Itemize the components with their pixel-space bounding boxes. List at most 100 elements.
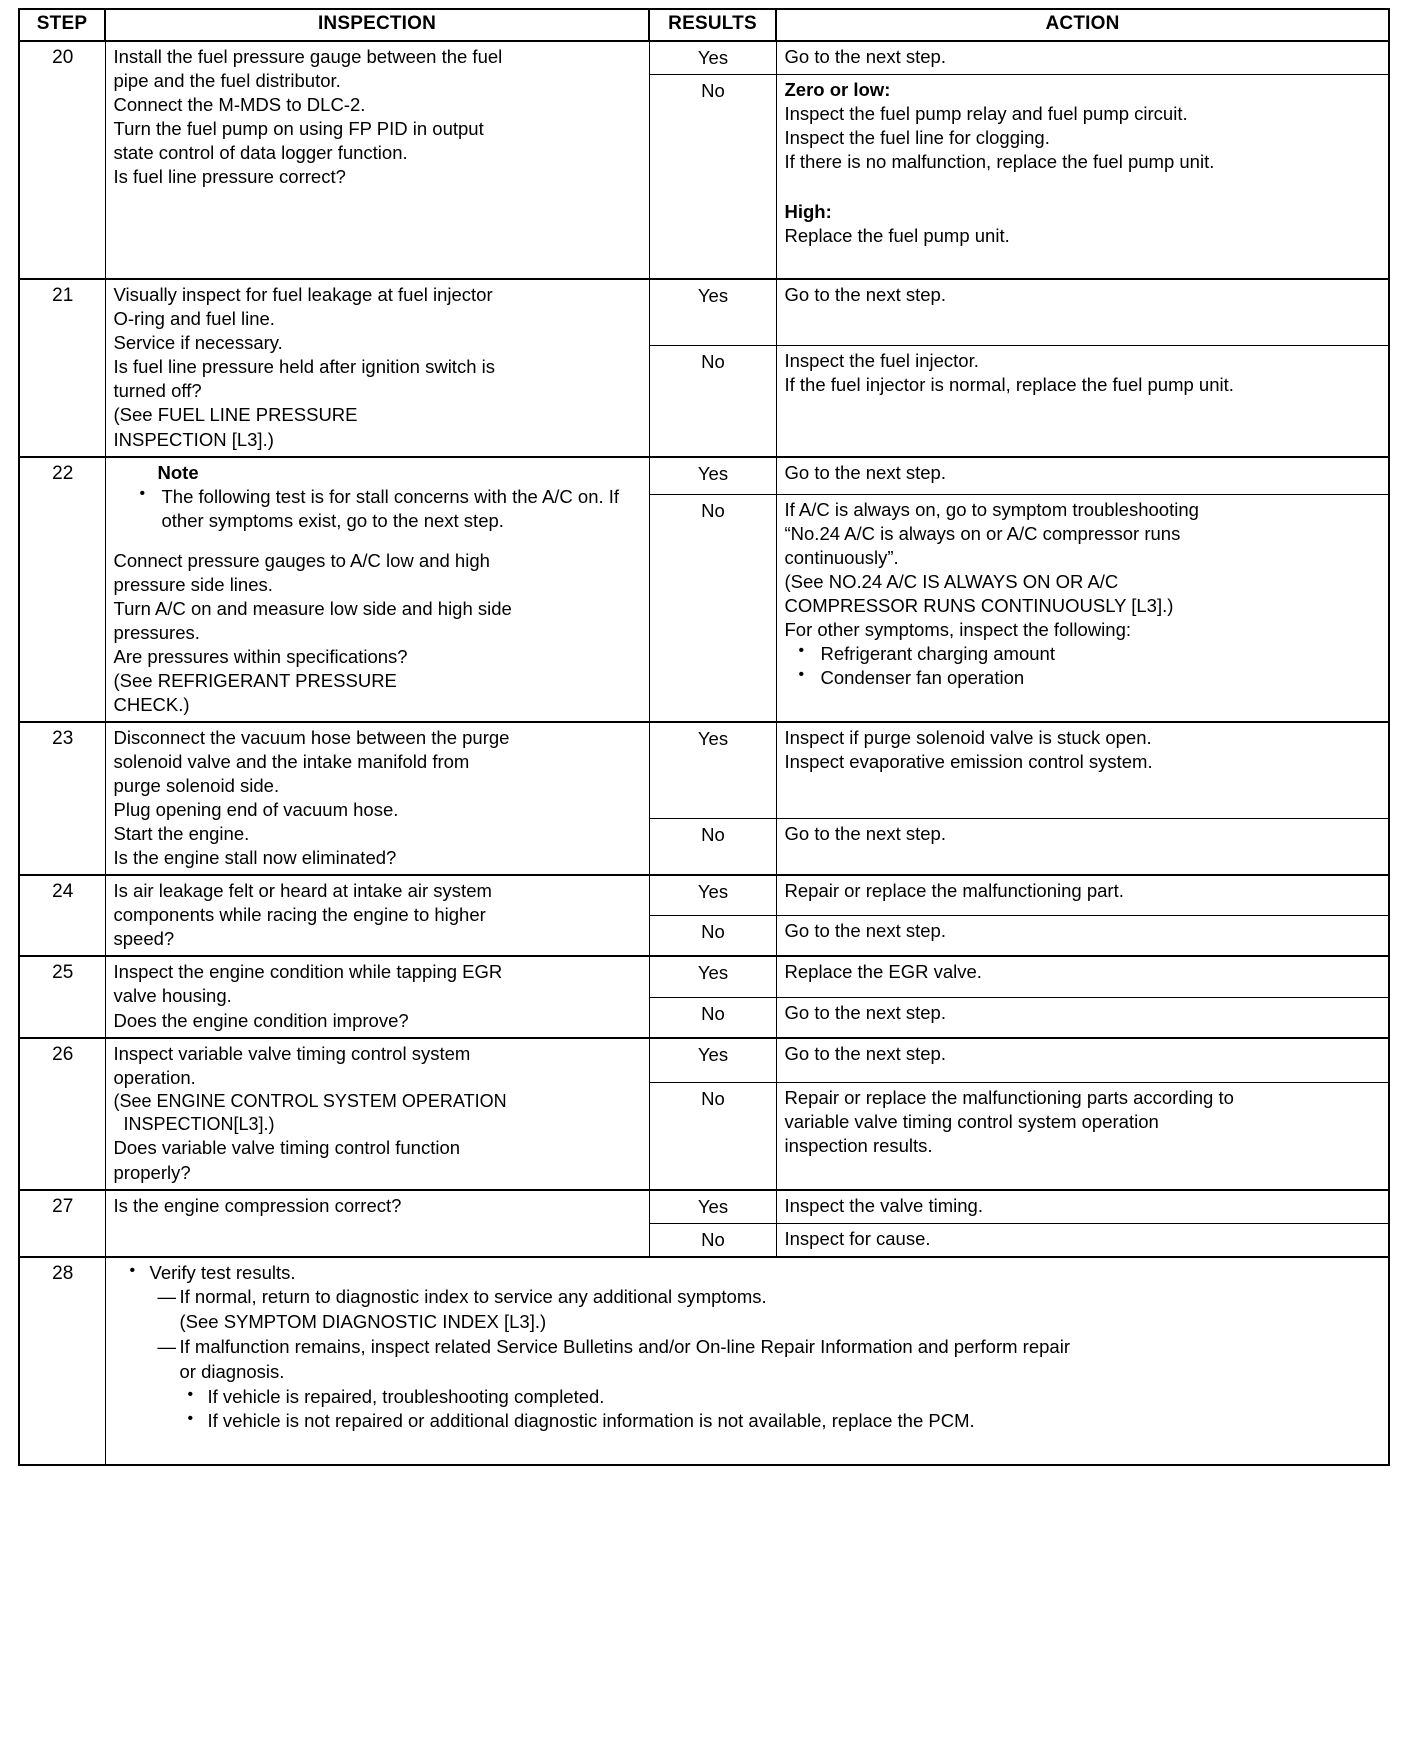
result-no-27: No: [648, 1222, 777, 1258]
action-line: Go to the next step.: [784, 45, 946, 67]
inspection-line: pressures.: [113, 621, 200, 643]
inspection-line: Are pressures within specifications?: [113, 645, 408, 667]
result-no-22: No: [648, 494, 777, 724]
table-body: 20 Install the fuel pressure gauge betwe…: [18, 39, 1390, 1467]
action-bullet-list: Refrigerant charging amount Condenser fa…: [785, 641, 1383, 690]
inspection-line: Connect the M-MDS to DLC-2.: [113, 93, 366, 115]
inspection-reference-line: INSPECTION[L3].): [113, 1114, 275, 1135]
inspection-line: Is air leakage felt or heard at intake a…: [113, 880, 492, 902]
table-row: 21 Visually inspect for fuel leakage at …: [18, 278, 1390, 458]
action-line: variable valve timing control system ope…: [784, 1110, 1159, 1132]
action-line: Inspect for cause.: [784, 1227, 931, 1249]
inspection-line: state control of data logger function.: [113, 142, 408, 164]
table-row: No If A/C is always on, go to symptom tr…: [19, 494, 1390, 724]
inspection-line: Does variable valve timing control funct…: [113, 1137, 461, 1159]
inspection-line: O-ring and fuel line.: [113, 308, 275, 330]
table-row: 25 Inspect the engine condition while ta…: [18, 955, 1390, 1039]
table-row: No Zero or low: Inspect the fuel pump re…: [19, 73, 1390, 281]
inspection-line: valve housing.: [113, 985, 232, 1007]
inspection-cell-26: Inspect variable valve timing control sy…: [104, 1036, 650, 1191]
action-yes-23: Inspect if purge solenoid valve is stuck…: [775, 721, 1390, 819]
result-no-26: No: [648, 1081, 777, 1191]
action-no-22: If A/C is always on, go to symptom troub…: [775, 494, 1390, 724]
action-reference-line: COMPRESSOR RUNS CONTINUOUSLY [L3].): [784, 595, 1174, 617]
inspection-cell-28: Verify test results. If normal, return t…: [104, 1255, 1390, 1467]
inspection-reference-line: CHECK.): [113, 693, 190, 715]
inspection-reference-line: (See REFRIGERANT PRESSURE: [113, 669, 397, 691]
spacer: [785, 174, 1383, 200]
inspection-line: pressure side lines.: [113, 573, 273, 595]
step-number-24: 24: [18, 874, 106, 957]
action-reference-line: (See NO.24 A/C IS ALWAYS ON OR A/C: [784, 571, 1119, 593]
action-yes-25: Replace the EGR valve.: [775, 955, 1390, 998]
table-row: No Go to the next step.: [19, 915, 1390, 958]
result-yes-26: Yes: [648, 1036, 777, 1083]
action-yes-27: Inspect the valve timing.: [775, 1188, 1390, 1224]
result-no-23: No: [648, 817, 777, 877]
inspection-line: Is the engine stall now eliminated?: [113, 847, 397, 869]
table-row: No Go to the next step.: [19, 817, 1390, 877]
inspection-cell-23: Disconnect the vacuum hose between the p…: [104, 721, 650, 876]
final-bullet: Verify test results.: [122, 1260, 1383, 1286]
action-line: Inspect the fuel line for clogging.: [784, 127, 1050, 149]
action-line: Replace the EGR valve.: [784, 961, 982, 983]
action-no-20: Zero or low: Inspect the fuel pump relay…: [775, 73, 1390, 281]
action-line: Go to the next step.: [784, 1001, 946, 1023]
step-number-25: 25: [18, 955, 106, 1039]
inspection-reference-line: INSPECTION [L3].): [113, 428, 274, 450]
spacer: [114, 533, 643, 549]
action-line: If there is no malfunction, replace the …: [784, 151, 1215, 173]
action-line: inspection results.: [784, 1134, 933, 1156]
action-no-27: Inspect for cause.: [775, 1222, 1390, 1258]
inspection-cell-20: Install the fuel pressure gauge between …: [104, 39, 650, 280]
inspection-line: Start the engine.: [113, 823, 250, 845]
final-sub-bullet: If vehicle is not repaired or additional…: [180, 1408, 1383, 1434]
action-no-21: Inspect the fuel injector. If the fuel i…: [775, 344, 1390, 458]
action-heading-high: High:: [784, 201, 832, 223]
note-bullet-list: The following test is for stall concerns…: [114, 484, 643, 533]
column-header-results: RESULTS: [648, 8, 777, 42]
step-number-28: 28: [18, 1255, 106, 1467]
result-no-21: No: [648, 344, 777, 458]
action-line: Repair or replace the malfunctioning par…: [784, 1086, 1234, 1108]
spacer: [114, 1434, 1383, 1460]
inspection-line: purge solenoid side.: [113, 775, 280, 797]
inspection-line: Turn A/C on and measure low side and hig…: [113, 597, 512, 619]
result-yes-27: Yes: [648, 1188, 777, 1224]
inspection-line: properly?: [113, 1161, 191, 1183]
table-row: 28 Verify test results. If normal, retur…: [18, 1255, 1390, 1467]
spacer: [785, 248, 1383, 274]
result-no-25: No: [648, 996, 777, 1039]
final-sub-bullet: If vehicle is repaired, troubleshooting …: [180, 1384, 1383, 1410]
inspection-line: Turn the fuel pump on using FP PID in ou…: [113, 118, 484, 140]
inspection-line: Is fuel line pressure correct?: [113, 166, 346, 188]
table-row: 22 Note The following test is for stall …: [18, 455, 1390, 723]
inspection-line: Inspect the engine condition while tappi…: [113, 961, 503, 983]
table-row: 26 Inspect variable valve timing control…: [18, 1036, 1390, 1191]
inspection-cell-25: Inspect the engine condition while tappi…: [104, 955, 650, 1039]
inspection-line: Inspect variable valve timing control sy…: [113, 1042, 471, 1064]
result-no-24: No: [648, 915, 777, 958]
step-number-26: 26: [18, 1036, 106, 1191]
list-item: Refrigerant charging amount: [791, 641, 1383, 666]
result-yes-25: Yes: [648, 955, 777, 998]
step-number-21: 21: [18, 278, 106, 458]
note-heading: Note: [157, 461, 199, 483]
inspection-line: turned off?: [113, 380, 202, 402]
table-header-row: STEP INSPECTION RESULTS ACTION: [18, 8, 1390, 42]
action-yes-26: Go to the next step.: [775, 1036, 1390, 1083]
inspection-line: Connect pressure gauges to A/C low and h…: [113, 549, 490, 571]
action-yes-20: Go to the next step.: [775, 39, 1390, 75]
action-line: Inspect if purge solenoid valve is stuck…: [784, 727, 1152, 749]
action-line: Inspect the fuel pump relay and fuel pum…: [784, 102, 1188, 124]
list-item: Condenser fan operation: [791, 665, 1383, 690]
result-yes-23: Yes: [648, 721, 777, 819]
inspection-line: Does the engine condition improve?: [113, 1009, 409, 1031]
result-yes-20: Yes: [648, 39, 777, 75]
inspection-cell-24: Is air leakage felt or heard at intake a…: [104, 874, 650, 957]
table-row: No Inspect for cause.: [19, 1222, 1390, 1258]
action-line: If the fuel injector is normal, replace …: [784, 373, 1234, 395]
table-row: No Repair or replace the malfunctioning …: [19, 1081, 1390, 1191]
inspection-line: pipe and the fuel distributor.: [113, 69, 341, 91]
